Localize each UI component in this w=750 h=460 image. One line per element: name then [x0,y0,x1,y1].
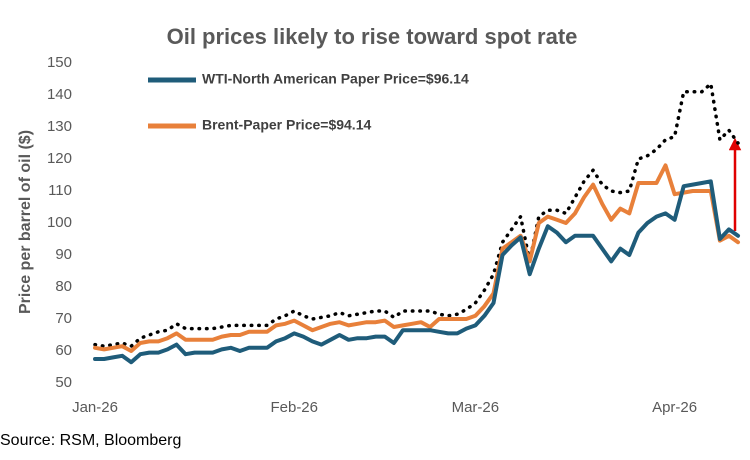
y-tick-label: 120 [47,150,72,167]
source: Source: RSM, Bloomberg [0,432,181,449]
x-tick-label: Apr-26 [652,399,697,416]
y-tick-label: 130 [47,118,72,135]
series-line [93,82,740,348]
y-tick-label: 60 [55,342,72,359]
legend-label: WTI-North American Paper Price=$96.14 [202,71,469,87]
legend-label: Brent-Paper Price=$94.14 [202,117,371,133]
x-tick-label: Mar-26 [452,399,500,416]
y-tick-label: 100 [47,214,72,231]
y-tick-label: 150 [47,54,72,71]
y-tick-label: 110 [48,182,72,199]
y-axis-label: Price per barrel of oil ($) [17,130,34,314]
y-tick-label: 80 [55,278,72,295]
y-tick-label: 70 [55,310,72,327]
y-tick-label: 90 [55,246,72,263]
series-line [93,179,740,365]
y-tick-label: 50 [55,374,72,391]
chart-title: Oil prices likely to rise toward spot ra… [167,24,578,49]
y-tick-label: 140 [47,86,72,103]
series-line [93,163,740,353]
x-tick-label: Jan-26 [72,399,118,416]
x-tick-label: Feb-26 [270,399,318,416]
